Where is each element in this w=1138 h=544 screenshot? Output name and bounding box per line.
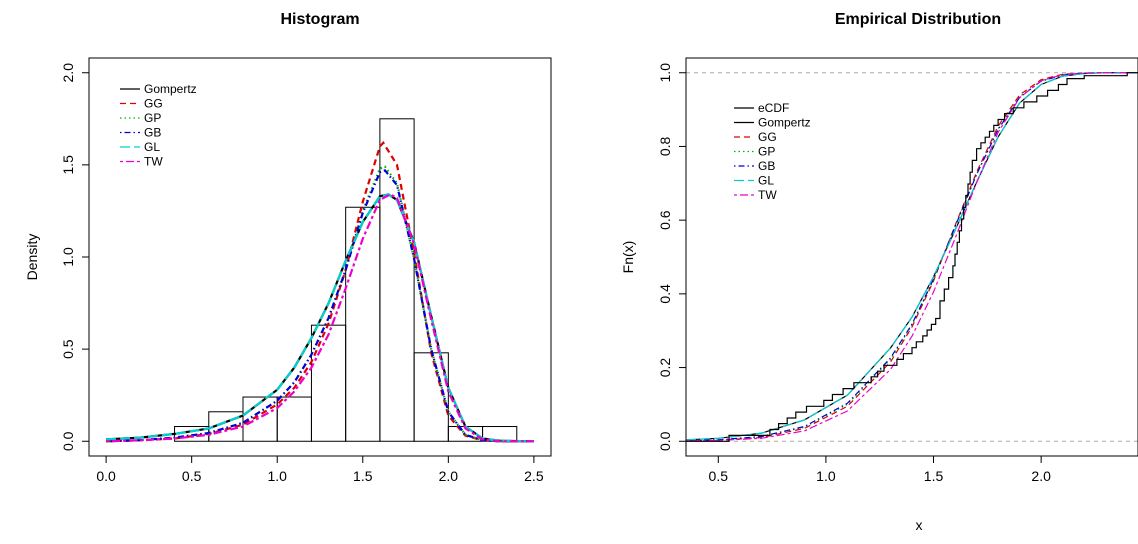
histogram-x-tick-label: 2.5 xyxy=(524,468,544,484)
histogram-x-tick-label: 1.5 xyxy=(353,468,373,484)
ecdf-panel: Empirical Distribution Fn(x) x 0.5 1.0 1.5… xyxy=(620,11,1138,533)
ecdf-x-tick-label: 0.5 xyxy=(709,468,729,484)
ecdf-plot-frame xyxy=(685,57,1138,457)
histogram-legend-label-gg: GG xyxy=(144,97,163,111)
histogram-y-tick-label: 0.5 xyxy=(60,339,76,359)
histogram-x-tick-label: 1.0 xyxy=(267,468,287,484)
histogram-legend-label-tw: TW xyxy=(144,155,163,169)
histogram-axes: 0.0 0.5 1.0 1.5 2.0 2.5 0.0 0.5 1.0 1.5 2.0 xyxy=(60,57,552,484)
histogram-bar xyxy=(345,206,381,442)
ecdf-x-axis-label: x xyxy=(916,517,923,533)
histogram-curve-gg xyxy=(106,141,534,443)
histogram-bars xyxy=(174,118,518,442)
histogram-curve-gompertz xyxy=(106,193,534,443)
ecdf-y-tick-label: 0.2 xyxy=(657,358,673,378)
ecdf-reference-lines xyxy=(686,72,1138,442)
ecdf-legend-label-gl: GL xyxy=(758,174,774,188)
ecdf-y-tick-label: 0.6 xyxy=(657,210,673,230)
ecdf-x-tick-label: 1.0 xyxy=(816,468,836,484)
ecdf-curve-gb xyxy=(685,72,1138,442)
ecdf-y-tick-label: 0.0 xyxy=(657,431,673,451)
ecdf-legend-label-gg: GG xyxy=(758,130,777,144)
histogram-y-tick-label: 1.0 xyxy=(60,247,76,267)
ecdf-title: Empirical Distribution xyxy=(835,11,1001,28)
histogram-curve-gl xyxy=(106,193,534,443)
histogram-legend-label-gompertz: Gompertz xyxy=(144,82,197,96)
ecdf-y-axis-label: Fn(x) xyxy=(620,241,636,274)
histogram-curve-tw xyxy=(106,193,534,443)
ecdf-curve-gl xyxy=(685,72,1138,441)
ecdf-legend-label-gb: GB xyxy=(758,159,775,173)
histogram-x-tick-label: 2.0 xyxy=(439,468,459,484)
ecdf-y-tick-label: 0.8 xyxy=(657,137,673,157)
ecdf-legend-label-gp: GP xyxy=(758,145,775,159)
histogram-y-tick-label: 0.0 xyxy=(60,431,76,451)
ecdf-legend-label-ecdf: eCDF xyxy=(758,101,789,115)
ecdf-x-tick-label: 1.5 xyxy=(924,468,944,484)
histogram-legend-label-gl: GL xyxy=(144,140,160,154)
histogram-legend-label-gb: GB xyxy=(144,126,161,140)
histogram-curve-gp xyxy=(106,165,534,443)
histogram-bar xyxy=(379,118,415,442)
histogram-curve-gb xyxy=(106,169,534,443)
ecdf-cdf-curves xyxy=(685,72,1138,442)
ecdf-axes: 0.5 1.0 1.5 2.0 0.0 0.2 0.4 0.6 0.8 1.0 xyxy=(657,57,1138,484)
ecdf-curve-tw xyxy=(685,72,1138,442)
histogram-x-tick-label: 0.5 xyxy=(182,468,202,484)
ecdf-legend-label-gompertz: Gompertz xyxy=(758,116,811,130)
ecdf-x-tick-label: 2.0 xyxy=(1031,468,1051,484)
ecdf-step-line xyxy=(686,72,1138,442)
histogram-y-tick-label: 2.0 xyxy=(60,63,76,83)
histogram-x-tick-label: 0.0 xyxy=(96,468,116,484)
ecdf-y-tick-label: 1.0 xyxy=(657,63,673,83)
ecdf-legend-label-tw: TW xyxy=(758,188,777,202)
ecdf-curve-gompertz xyxy=(685,72,1138,441)
histogram-y-axis-label: Density xyxy=(24,234,40,281)
ecdf-curve-gg xyxy=(685,72,1138,442)
histogram-y-tick-label: 1.5 xyxy=(60,155,76,175)
histogram-panel: Histogram Density 0.0 0.5 1.0 1.5 2.0 2.50.00… xyxy=(24,11,552,484)
ecdf-curve-gp xyxy=(685,72,1138,442)
ecdf-y-tick-label: 0.4 xyxy=(657,284,673,304)
histogram-title: Histogram xyxy=(280,11,359,28)
histogram-legend-label-gp: GP xyxy=(144,111,161,125)
histogram-density-curves xyxy=(106,141,534,443)
